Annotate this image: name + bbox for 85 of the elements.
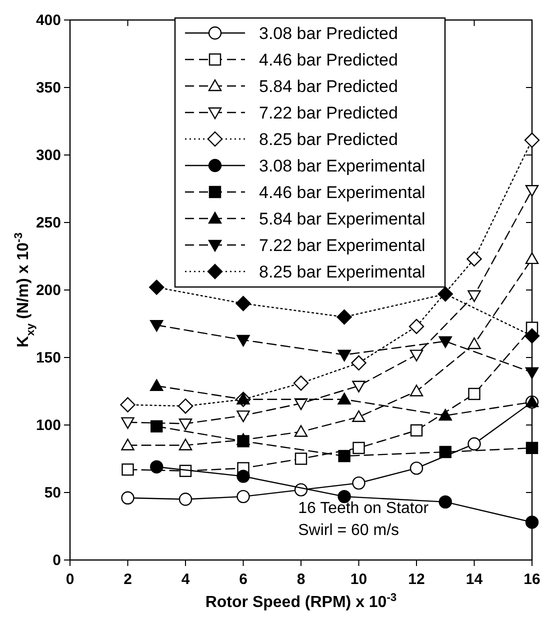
point: [121, 438, 134, 450]
x-tick-label: 12: [408, 571, 425, 588]
point: [178, 398, 194, 414]
y-tick-label: 200: [36, 282, 61, 299]
point: [352, 442, 365, 454]
point: [524, 328, 540, 344]
point: [438, 495, 452, 509]
x-tick-label: 0: [66, 571, 74, 588]
point: [338, 392, 351, 404]
point: [438, 336, 452, 348]
point: [408, 318, 424, 334]
point: [338, 450, 350, 462]
point: [178, 492, 192, 506]
x-tick-label: 8: [296, 571, 306, 588]
legend-label: 4.46 bar Experimental: [259, 183, 426, 202]
x-tick-label: 2: [124, 571, 132, 588]
point: [121, 417, 134, 429]
x-tick-label: 6: [239, 571, 248, 588]
point: [122, 463, 134, 476]
x-tick-label: 16: [524, 571, 540, 588]
x-tick-label: 10: [350, 571, 368, 588]
point: [525, 367, 539, 379]
point: [468, 388, 480, 400]
point: [410, 424, 423, 436]
y-tick-label: 100: [36, 417, 61, 434]
x-tick-label: 4: [181, 571, 190, 588]
point: [525, 252, 539, 264]
point: [236, 334, 250, 347]
point: [294, 452, 308, 465]
legend-label: 3.08 bar Predicted: [259, 24, 398, 43]
point: [468, 437, 481, 450]
point: [178, 438, 192, 450]
point: [524, 132, 540, 148]
y-tick-label: 300: [36, 147, 61, 164]
point: [466, 251, 482, 267]
legend-label: 8.25 bar Experimental: [259, 262, 426, 282]
y-tick-label: 50: [44, 484, 61, 502]
point: [352, 476, 366, 490]
y-tick-label: 250: [36, 214, 61, 232]
legend-label: 5.84 bar Predicted: [259, 77, 398, 96]
point: [149, 280, 164, 295]
point: [351, 355, 366, 370]
point: [468, 290, 481, 302]
point: [293, 376, 309, 391]
point: [236, 470, 250, 483]
legend-label: 3.08 bar Experimental: [259, 156, 426, 176]
point: [338, 350, 351, 362]
legend-label: 8.25 bar Predicted: [259, 130, 398, 149]
point: [178, 418, 192, 430]
x-tick-label: 14: [466, 571, 484, 588]
point: [439, 446, 452, 458]
point: [150, 460, 164, 474]
point: [336, 309, 352, 325]
point: [120, 397, 136, 412]
point: [294, 425, 308, 437]
point: [410, 462, 424, 475]
x-axis-title: Rotor Speed (RPM) x 10$^{-3}$: [205, 592, 397, 611]
y-tick-label: 150: [36, 350, 61, 366]
legend-label: 5.84 bar Experimental: [259, 210, 426, 228]
point: [236, 410, 250, 422]
point: [236, 490, 250, 504]
point: [525, 185, 539, 197]
point: [237, 435, 250, 448]
legend-label: 7.22 bar Experimental: [259, 236, 426, 255]
point: [468, 337, 481, 350]
legend-label: 4.46 bar Predicted: [259, 50, 398, 70]
y-tick-label: 350: [36, 80, 61, 96]
y-tick-label: 0: [52, 552, 61, 569]
point: [150, 320, 164, 332]
annotation: Swirl = 60 m/s: [298, 522, 400, 539]
point: [150, 379, 164, 391]
point: [352, 410, 366, 422]
y-tick-label: 400: [36, 12, 61, 29]
point: [438, 286, 453, 302]
point: [438, 408, 452, 421]
annotation: 16 Teeth on Stator: [298, 500, 430, 517]
point: [236, 296, 251, 312]
point: [410, 384, 424, 396]
point: [525, 516, 539, 529]
legend-label: 7.22 bar Predicted: [259, 104, 398, 122]
point: [526, 442, 538, 454]
point: [352, 380, 366, 392]
point: [410, 350, 424, 362]
point: [121, 491, 134, 504]
point: [150, 420, 163, 432]
